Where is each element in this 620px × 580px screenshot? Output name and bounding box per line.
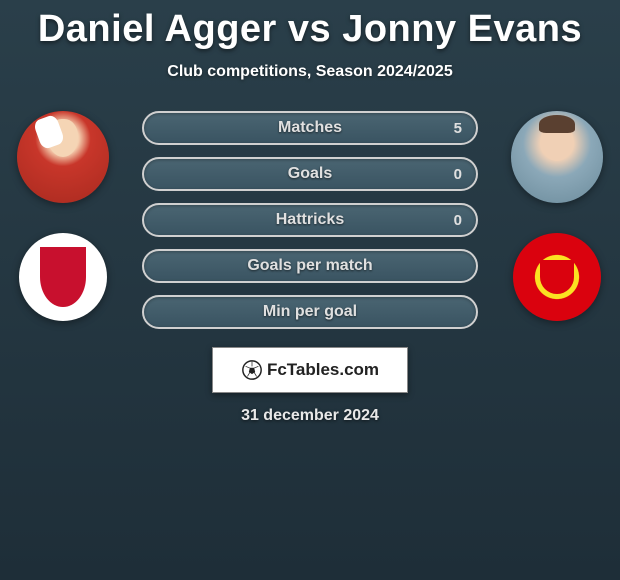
stat-label: Matches: [278, 119, 342, 137]
player-avatar-left: [17, 111, 109, 203]
logo-label: FcTables.com: [267, 360, 379, 380]
stat-row-min-per-goal: Min per goal: [142, 295, 478, 329]
stat-row-hattricks: Hattricks 0: [142, 203, 478, 237]
stat-label: Min per goal: [263, 303, 357, 321]
stat-row-goals: Goals 0: [142, 157, 478, 191]
club-crest-manchester-united: [513, 233, 601, 321]
stat-label: Hattricks: [276, 211, 344, 229]
season-subtitle: Club competitions, Season 2024/2025: [0, 63, 620, 81]
comparison-row: Matches 5 Goals 0 Hattricks 0 Goals per …: [0, 111, 620, 329]
stat-right-value: 0: [454, 166, 462, 183]
stat-right-value: 5: [454, 120, 462, 137]
fctables-logo-box: FcTables.com: [212, 347, 408, 393]
club-crest-liverpool: [19, 233, 107, 321]
player-avatar-right: [511, 111, 603, 203]
snapshot-date: 31 december 2024: [241, 407, 379, 425]
right-player-column: [502, 111, 612, 321]
fctables-logo: FcTables.com: [241, 359, 379, 381]
stat-row-matches: Matches 5: [142, 111, 478, 145]
comparison-title: Daniel Agger vs Jonny Evans: [0, 0, 620, 51]
left-player-column: [8, 111, 118, 321]
stats-list: Matches 5 Goals 0 Hattricks 0 Goals per …: [130, 111, 490, 329]
stat-right-value: 0: [454, 212, 462, 229]
stat-label: Goals per match: [247, 257, 372, 275]
footer: FcTables.com 31 december 2024: [0, 347, 620, 425]
stat-row-goals-per-match: Goals per match: [142, 249, 478, 283]
stat-label: Goals: [288, 165, 332, 183]
soccer-ball-icon: [241, 359, 263, 381]
